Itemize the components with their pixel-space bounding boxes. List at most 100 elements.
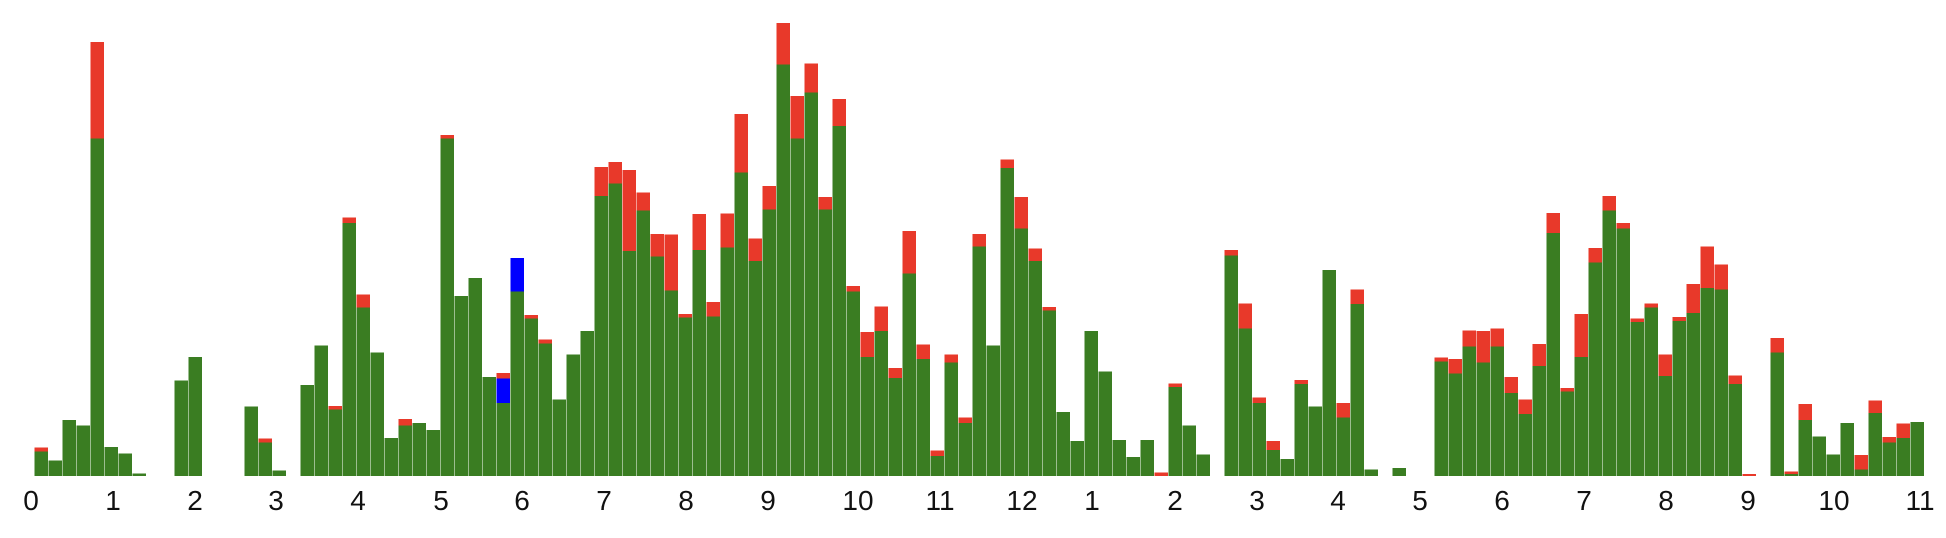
bar	[482, 377, 496, 476]
bar	[552, 399, 566, 476]
bars	[34, 22, 1924, 477]
bar	[90, 41, 104, 476]
x-tick-label: 7	[596, 485, 612, 516]
x-tick-label: 0	[23, 485, 39, 516]
bar-segment-red	[958, 417, 972, 423]
bar-segment-red	[720, 213, 734, 248]
bar	[762, 186, 776, 476]
bar	[1868, 400, 1882, 476]
bar-segment-red	[734, 113, 748, 173]
bar	[1714, 264, 1728, 476]
bar-segment-green	[1084, 331, 1098, 476]
x-tick-label: 7	[1576, 485, 1592, 516]
bar	[314, 345, 328, 476]
bar-segment-green	[384, 437, 398, 476]
bar-segment-red	[1714, 264, 1728, 290]
bar-segment-red	[1728, 375, 1742, 384]
bar	[1896, 423, 1910, 476]
bar	[1784, 471, 1798, 476]
bar-segment-red	[1574, 314, 1588, 357]
bar-segment-green	[860, 356, 874, 476]
bar	[244, 406, 258, 476]
bar-segment-red	[748, 238, 762, 261]
x-tick-label: 1	[1084, 485, 1100, 516]
bar	[118, 453, 132, 476]
bar	[1490, 328, 1504, 476]
bar	[1448, 359, 1462, 476]
bar-segment-red	[608, 161, 622, 184]
bar-segment-green	[1490, 346, 1504, 476]
bar	[986, 345, 1000, 476]
bar-segment-green	[958, 422, 972, 476]
bar-segment-green	[1140, 440, 1154, 476]
bar-segment-red	[706, 301, 720, 317]
bar	[1854, 454, 1868, 476]
bar	[1266, 440, 1280, 476]
bar-segment-green	[76, 425, 90, 476]
bar-segment-red	[832, 98, 846, 126]
bar	[972, 233, 986, 476]
bar-segment-red	[1434, 357, 1448, 362]
bar	[1910, 422, 1924, 476]
bar	[76, 425, 90, 476]
bar-segment-green	[1252, 403, 1266, 476]
bar-segment-red	[1336, 403, 1350, 418]
bar	[1168, 383, 1182, 476]
bar	[1238, 303, 1252, 476]
bar-segment-green	[790, 138, 804, 476]
bar	[608, 161, 622, 476]
bar-segment-green	[48, 460, 62, 476]
bar	[1350, 289, 1364, 476]
bar-segment-green	[1448, 373, 1462, 476]
bar-segment-green	[692, 250, 706, 476]
bar	[300, 385, 314, 476]
bar	[342, 217, 356, 476]
bar-segment-red	[1602, 196, 1616, 211]
bar	[944, 354, 958, 476]
bar-segment-green	[1686, 313, 1700, 476]
bar	[664, 234, 678, 476]
bar	[902, 230, 916, 476]
bar-segment-red	[1532, 344, 1546, 366]
bar	[1140, 440, 1154, 476]
bar-segment-green	[454, 296, 468, 476]
x-tick-label: 8	[678, 485, 694, 516]
bar-segment-green	[1644, 307, 1658, 476]
bar-segment-green	[818, 209, 832, 476]
bar	[1182, 425, 1196, 476]
bar-segment-green	[776, 64, 790, 476]
bar-segment-green	[1238, 328, 1252, 476]
bar-segment-red	[594, 166, 608, 197]
bar	[174, 380, 188, 476]
bar	[1434, 357, 1448, 476]
bar-segment-green	[356, 307, 370, 476]
bar-segment-green	[594, 196, 608, 476]
bar	[454, 296, 468, 476]
bar	[1308, 406, 1322, 476]
bar-segment-red	[1882, 436, 1896, 443]
bar	[1728, 375, 1742, 476]
bar	[1826, 454, 1840, 476]
bar	[1630, 318, 1644, 476]
bar-segment-red	[888, 368, 902, 378]
bar	[1812, 436, 1826, 476]
bar	[650, 233, 664, 476]
x-tick-label: 4	[350, 485, 366, 516]
bar	[916, 344, 930, 476]
bar	[1476, 331, 1490, 476]
bar-segment-red	[34, 447, 48, 452]
bar-segment-green	[1504, 392, 1518, 476]
bar-segment-green	[244, 406, 258, 476]
bar-segment-red	[664, 234, 678, 291]
bar-segment-red	[1630, 318, 1644, 323]
bar-segment-red	[1042, 306, 1056, 311]
bar-segment-green	[1728, 383, 1742, 476]
bar	[1742, 473, 1756, 476]
bar-segment-red	[874, 306, 888, 332]
bar-segment-green	[552, 399, 566, 476]
bar-segment-green	[748, 260, 762, 476]
bar	[1504, 377, 1518, 476]
bar-segment-red	[1896, 423, 1910, 438]
bar	[1882, 436, 1896, 476]
